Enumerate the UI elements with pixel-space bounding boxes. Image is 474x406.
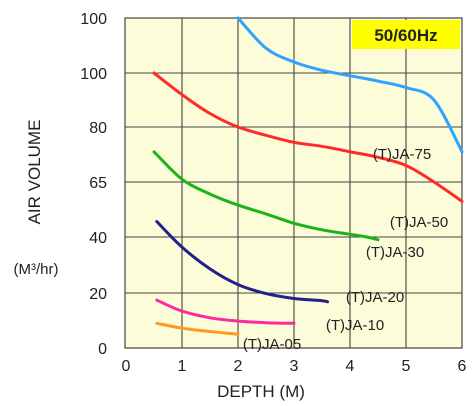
- series-lines: [152, 16, 464, 336]
- y-tick-label: 0: [98, 341, 107, 358]
- y-tick-label: 40: [89, 230, 107, 247]
- series-label-2: (T)JA-30: [366, 244, 424, 261]
- x-tick-label: 2: [234, 358, 243, 375]
- series-label-3: (T)JA-20: [346, 289, 404, 306]
- x-tick-label: 5: [402, 358, 411, 375]
- series-line-1: [152, 71, 464, 203]
- x-tick-label: 0: [122, 358, 131, 375]
- y-tick-label: 80: [89, 120, 107, 137]
- x-tick-label: 4: [346, 358, 355, 375]
- frequency-badge-text: 50/60Hz: [374, 26, 437, 45]
- y-axis-title: AIR VOLUME: [25, 120, 44, 225]
- frequency-badge: [352, 20, 460, 49]
- series-line-2: [152, 150, 380, 242]
- series-label-1: (T)JA-50: [390, 214, 448, 231]
- x-axis-title: DEPTH (M): [217, 382, 305, 401]
- series-line-4: [155, 298, 296, 325]
- y-tick-label: 100: [80, 11, 107, 28]
- series-label-0: (T)JA-75: [373, 146, 431, 163]
- series-label-5: (T)JA-05: [243, 336, 301, 353]
- x-tick-label: 1: [178, 358, 187, 375]
- y-tick-label: 20: [89, 286, 107, 303]
- y-tick-label: 65: [89, 175, 107, 192]
- y-tick-label: 100: [80, 66, 107, 83]
- y-axis-unit: (M³/hr): [14, 261, 59, 278]
- series-label-4: (T)JA-10: [326, 317, 384, 334]
- series-labels: (T)JA-75 (T)JA-50 (T)JA-30 (T)JA-20 (T)JA-10…: [243, 146, 448, 353]
- gridlines: [125, 18, 462, 348]
- y-axis-ticks: 0 20 40 65 80 100 100: [80, 11, 107, 358]
- series-line-5: [155, 321, 240, 336]
- x-tick-label: 3: [290, 358, 299, 375]
- series-line-3: [155, 220, 330, 304]
- x-tick-label: 6: [458, 358, 467, 375]
- series-line-0: [236, 16, 464, 154]
- x-axis-ticks: 0 1 2 3 4 5 6: [122, 358, 467, 375]
